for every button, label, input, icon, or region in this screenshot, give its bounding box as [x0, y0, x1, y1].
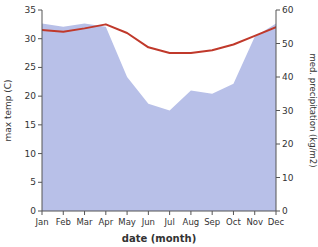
y2-tick: [276, 144, 280, 145]
y-tick: [38, 211, 42, 212]
y-tick-label: 10: [25, 149, 37, 159]
x-tick: [84, 211, 85, 215]
y-tick: [38, 67, 42, 68]
y2-tick: [276, 177, 280, 178]
x-tick: [105, 211, 106, 215]
y2-axis-label: med. precipitation (kg/m2): [308, 53, 318, 167]
y-tick-label: 30: [25, 34, 37, 44]
y-tick-label: 0: [30, 206, 36, 216]
x-axis-label: date (month): [122, 233, 196, 244]
y-tick-label: 25: [25, 62, 36, 72]
x-axis-line: [42, 211, 276, 212]
x-tick-label: Jul: [164, 217, 175, 227]
y2-tick: [276, 211, 280, 212]
y-tick-label: 20: [25, 91, 37, 101]
y-tick-label: 15: [25, 120, 36, 130]
x-tick: [148, 211, 149, 215]
temp-line: [42, 24, 276, 53]
x-tick-label: Apr: [98, 217, 113, 227]
x-tick-label: Aug: [183, 217, 200, 227]
y-tick: [38, 182, 42, 183]
x-tick: [233, 211, 234, 215]
x-tick-label: Oct: [226, 217, 241, 227]
y2-tick-label: 40: [282, 72, 294, 82]
x-tick: [254, 211, 255, 215]
x-tick-label: May: [118, 217, 136, 227]
y-tick-label: 35: [25, 5, 36, 15]
y-tick: [38, 10, 42, 11]
y2-tick-label: 30: [282, 106, 294, 116]
x-tick-label: Nov: [246, 217, 263, 227]
y-axis-line: [42, 10, 43, 211]
y-axis-label: max temp (C): [3, 79, 13, 141]
y2-tick-label: 50: [282, 39, 294, 49]
y-tick: [38, 153, 42, 154]
x-tick-label: Sep: [204, 217, 220, 227]
x-tick: [190, 211, 191, 215]
y2-tick: [276, 10, 280, 11]
y2-tick-label: 10: [282, 173, 294, 183]
y2-tick-label: 20: [282, 139, 294, 149]
x-tick-label: Mar: [77, 217, 94, 227]
y-tick: [38, 96, 42, 97]
y2-tick: [276, 43, 280, 44]
x-tick: [42, 211, 43, 215]
plot-area: [42, 23, 276, 211]
y-tick: [38, 124, 42, 125]
y-tick-label: 5: [30, 177, 36, 187]
x-tick-label: Jun: [141, 217, 155, 227]
precip-area: [42, 23, 276, 211]
x-tick-label: Dec: [268, 217, 285, 227]
x-tick: [63, 211, 64, 215]
page: {"chart_data": {"type": "line", "categor…: [0, 0, 318, 247]
y2-tick-label: 60: [282, 5, 294, 15]
x-tick-label: Jan: [34, 217, 48, 227]
x-tick-label: Feb: [56, 217, 71, 227]
x-tick: [127, 211, 128, 215]
y2-tick: [276, 77, 280, 78]
chart: 0 5 10 15 20 25 30 35 0 10 20 30 40 50 60 Jan Feb Mar Apr M…: [0, 0, 318, 247]
x-tick: [212, 211, 213, 215]
y2-tick: [276, 110, 280, 111]
x-tick: [169, 211, 170, 215]
y-tick: [38, 38, 42, 39]
y2-tick-label: 0: [282, 206, 288, 216]
x-tick: [276, 211, 277, 215]
